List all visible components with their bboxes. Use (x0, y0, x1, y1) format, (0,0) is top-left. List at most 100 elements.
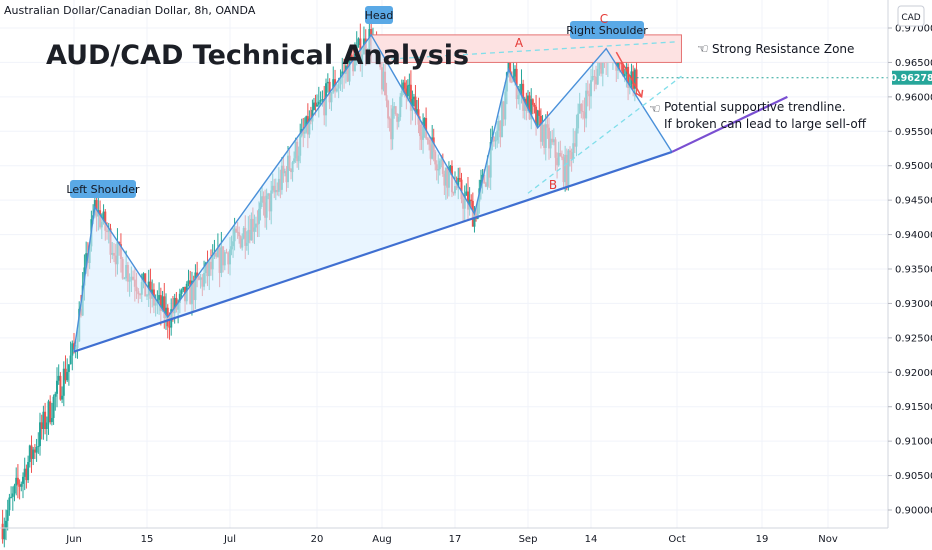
trendline-note-line1: Potential supportive trendline. (664, 100, 846, 114)
candle-body (165, 307, 168, 318)
candle-body (69, 355, 72, 365)
candle-body (415, 109, 418, 114)
candle-body (66, 371, 69, 381)
candle-body (312, 102, 315, 110)
candle-body (473, 213, 476, 227)
candle-body (509, 57, 512, 82)
candle-body (32, 449, 35, 459)
head-shoulders-zigzag (73, 33, 673, 352)
candle-body (47, 401, 50, 423)
candle-body (627, 66, 630, 88)
resistance-text: Strong Resistance Zone (712, 42, 854, 56)
candle-body (409, 84, 412, 111)
candle-body (142, 273, 145, 283)
candle-body (56, 380, 58, 394)
candle-body (15, 477, 18, 486)
candle-body (527, 95, 529, 111)
candle-body (533, 104, 536, 107)
candle-body (10, 496, 13, 498)
candle-body (635, 69, 638, 89)
time-tick-label: 20 (311, 534, 324, 545)
candle-body (3, 528, 6, 540)
time-tick-label: 14 (585, 534, 598, 545)
candle-body (85, 253, 88, 268)
projection-arrow (615, 51, 643, 98)
candle-body (44, 411, 47, 430)
candle-body (460, 179, 463, 200)
time-tick-label: Jun (65, 534, 82, 545)
candle-body (314, 102, 317, 107)
candle-body (52, 396, 55, 418)
candle-body (406, 85, 409, 97)
candle-body (350, 54, 353, 58)
time-tick-label: 19 (756, 534, 769, 545)
candle-body (423, 118, 426, 127)
candle-body (408, 84, 411, 86)
time-tick-label: Oct (668, 534, 685, 545)
candle-body (332, 79, 335, 93)
trendline-note-line2: If broken can lead to large sell-off (664, 117, 867, 131)
time-tick-label: Sep (519, 534, 538, 545)
last-price-tag: 0.96278 (890, 70, 932, 85)
candle-body (520, 83, 523, 91)
time-tick-label: Nov (818, 534, 838, 545)
candle-body (64, 368, 67, 381)
projection-arrowhead-icon (635, 89, 644, 99)
candle-body (182, 286, 185, 291)
candle-body (11, 493, 14, 497)
time-axis[interactable]: Jun 15 Jul 20 Aug 17 Sep 14 Oct 19 Nov (0, 527, 888, 545)
symbol-title: Australian Dollar/Canadian Dollar, 8h, O… (4, 4, 256, 17)
candle-body (514, 68, 517, 77)
candle-body (61, 395, 64, 400)
last-price-value: 0.96278 (890, 73, 932, 84)
candle-body (355, 45, 358, 54)
candle-body (538, 110, 541, 116)
candle-body (178, 293, 181, 303)
price-tick-label: 0.90000 (895, 506, 932, 517)
left-shoulder-label: Left Shoulder (66, 180, 140, 198)
candle-body (20, 483, 23, 487)
resistance-note: ☜ Strong Resistance Zone (697, 42, 854, 57)
candle-body (465, 191, 468, 196)
time-tick-label: 15 (141, 534, 154, 545)
candle-body (13, 485, 16, 494)
trendline-extension (671, 95, 788, 153)
candle-body (73, 343, 75, 350)
left-shoulder-text: Left Shoulder (66, 183, 140, 196)
candle-body (530, 99, 533, 120)
candle-body (158, 295, 161, 300)
time-tick-label: Jul (223, 534, 236, 545)
trendline-note: ☜ Potential supportive trendline. If bro… (649, 100, 867, 131)
candle-body (425, 118, 428, 139)
candle-body (321, 99, 324, 101)
candle-body (42, 411, 45, 429)
candle-body (1, 523, 4, 540)
candle-body (414, 96, 417, 114)
candle-body (458, 178, 461, 180)
candle-body (168, 326, 171, 328)
candle-body (37, 445, 40, 447)
candle-body (403, 82, 406, 89)
candle-body (45, 422, 48, 430)
candle-body (62, 368, 65, 396)
candle-body (173, 297, 176, 314)
right-shoulder-text: Right Shoulder (566, 24, 648, 37)
candle-body (316, 104, 318, 107)
currency-badge[interactable]: CAD (897, 5, 925, 27)
pointing-hand-icon: ☜ (697, 42, 709, 57)
